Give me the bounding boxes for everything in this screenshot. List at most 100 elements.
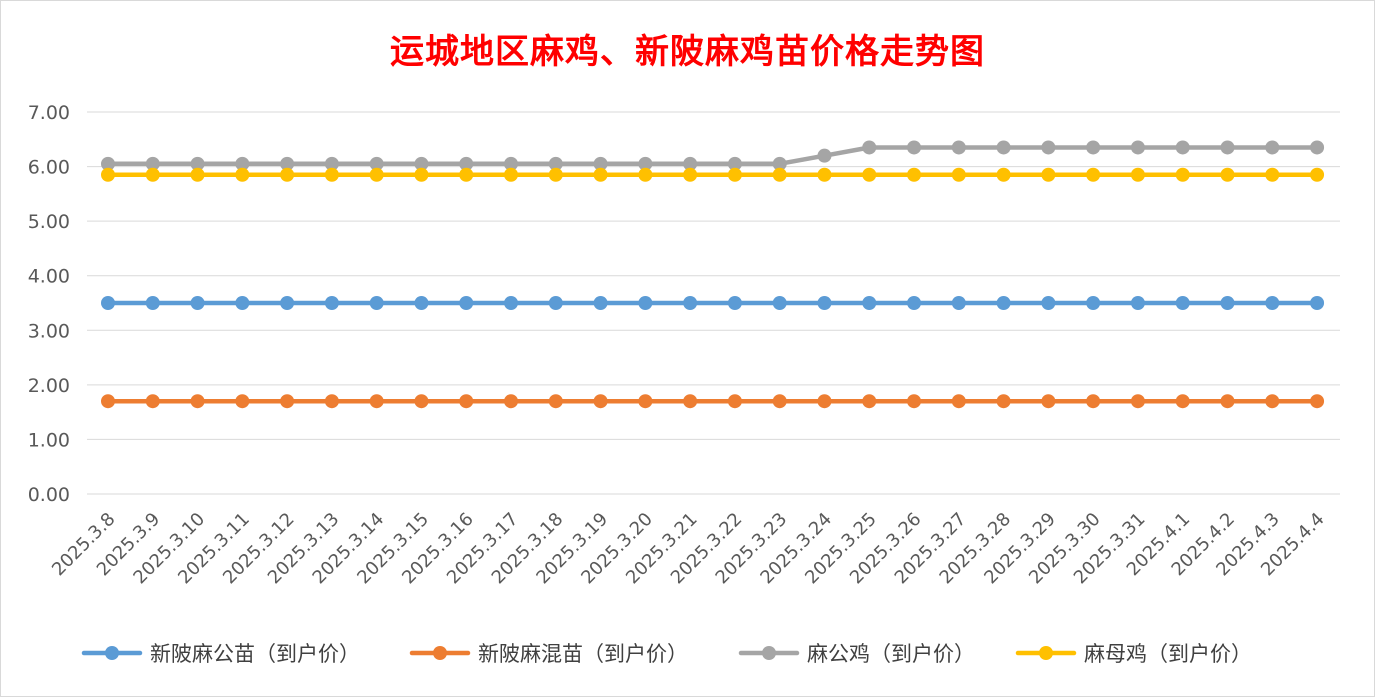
data-point [369, 394, 384, 409]
data-point [145, 167, 160, 182]
data-point [727, 296, 742, 310]
data-point [817, 394, 832, 409]
data-point [907, 394, 922, 409]
data-point [235, 156, 250, 171]
data-point [101, 394, 115, 409]
data-point [1041, 167, 1056, 182]
data-point [1041, 296, 1056, 310]
data-point [817, 167, 832, 182]
data-point [638, 296, 653, 310]
y-tick-label: 1.00 [28, 429, 70, 451]
data-point [727, 394, 742, 409]
data-point [280, 156, 295, 171]
data-point [593, 167, 608, 182]
data-point [324, 394, 339, 409]
data-point [324, 296, 339, 310]
data-point [414, 296, 429, 310]
legend-item: 麻母鸡（到户价） [1015, 642, 1252, 666]
data-point [504, 296, 519, 310]
data-point [683, 296, 698, 310]
data-point [1041, 394, 1056, 409]
data-point [459, 296, 474, 310]
data-point [190, 167, 205, 182]
legend-label: 新陂麻公苗（到户价） [150, 642, 360, 666]
legend-item: 麻公鸡（到户价） [738, 642, 975, 666]
data-point [1265, 296, 1280, 310]
data-point [951, 167, 966, 182]
data-point [907, 296, 922, 310]
data-point [772, 167, 787, 182]
data-point [817, 148, 832, 163]
data-point [862, 167, 877, 182]
data-point [280, 167, 295, 182]
data-point [369, 167, 384, 182]
legend-label: 新陂麻混苗（到户价） [478, 642, 688, 666]
data-point [101, 167, 115, 182]
series-4 [101, 167, 1325, 182]
y-tick-label: 2.00 [28, 375, 70, 397]
data-point [145, 296, 160, 310]
data-point [190, 394, 205, 409]
y-tick-label: 3.00 [28, 320, 70, 342]
data-point [772, 156, 787, 171]
legend-label: 麻公鸡（到户价） [807, 642, 975, 666]
data-point [280, 296, 295, 310]
data-point [638, 394, 653, 409]
legend-swatch-marker [762, 646, 776, 660]
series-3 [101, 140, 1325, 171]
data-point [996, 296, 1011, 310]
data-point [235, 167, 250, 182]
data-point [548, 167, 563, 182]
data-point [459, 394, 474, 409]
x-axis-ticks: 2025.3.82025.3.92025.3.102025.3.112025.3… [48, 509, 1329, 589]
data-point [414, 394, 429, 409]
data-point [1130, 140, 1145, 155]
data-point [593, 156, 608, 171]
data-point [907, 140, 922, 155]
data-point [1265, 140, 1280, 155]
gridlines [87, 111, 1340, 495]
data-point [1220, 394, 1235, 409]
data-point [414, 167, 429, 182]
data-point [548, 394, 563, 409]
data-point [951, 394, 966, 409]
series-1 [101, 296, 1325, 310]
data-point [1220, 140, 1235, 155]
data-point [772, 296, 787, 310]
series-line [105, 145, 1320, 167]
data-point [1130, 167, 1145, 182]
data-point [1310, 394, 1325, 409]
data-point [1086, 167, 1101, 182]
data-point [414, 156, 429, 171]
series-lines [101, 140, 1325, 409]
data-point [638, 167, 653, 182]
data-point [951, 140, 966, 155]
data-point [1175, 394, 1190, 409]
data-point [593, 296, 608, 310]
data-point [1175, 296, 1190, 310]
data-point [101, 156, 115, 171]
data-point [951, 296, 966, 310]
data-point [862, 140, 877, 155]
data-point [1175, 167, 1190, 182]
y-axis-ticks: 0.00 1.00 2.00 3.00 4.00 5.00 6.00 7.00 [28, 102, 70, 506]
data-point [504, 167, 519, 182]
data-point [1310, 167, 1325, 182]
data-point [1220, 296, 1235, 310]
data-point [817, 296, 832, 310]
y-tick-label: 6.00 [28, 157, 70, 179]
data-point [862, 394, 877, 409]
data-point [638, 156, 653, 171]
series-2 [101, 394, 1325, 409]
data-point [1265, 167, 1280, 182]
data-point [235, 296, 250, 310]
data-point [593, 394, 608, 409]
legend-item: 新陂麻混苗（到户价） [409, 642, 688, 666]
data-point [1086, 394, 1101, 409]
data-point [1175, 140, 1190, 155]
data-point [369, 156, 384, 171]
y-tick-label: 7.00 [28, 102, 70, 124]
data-point [324, 167, 339, 182]
data-point [548, 156, 563, 171]
